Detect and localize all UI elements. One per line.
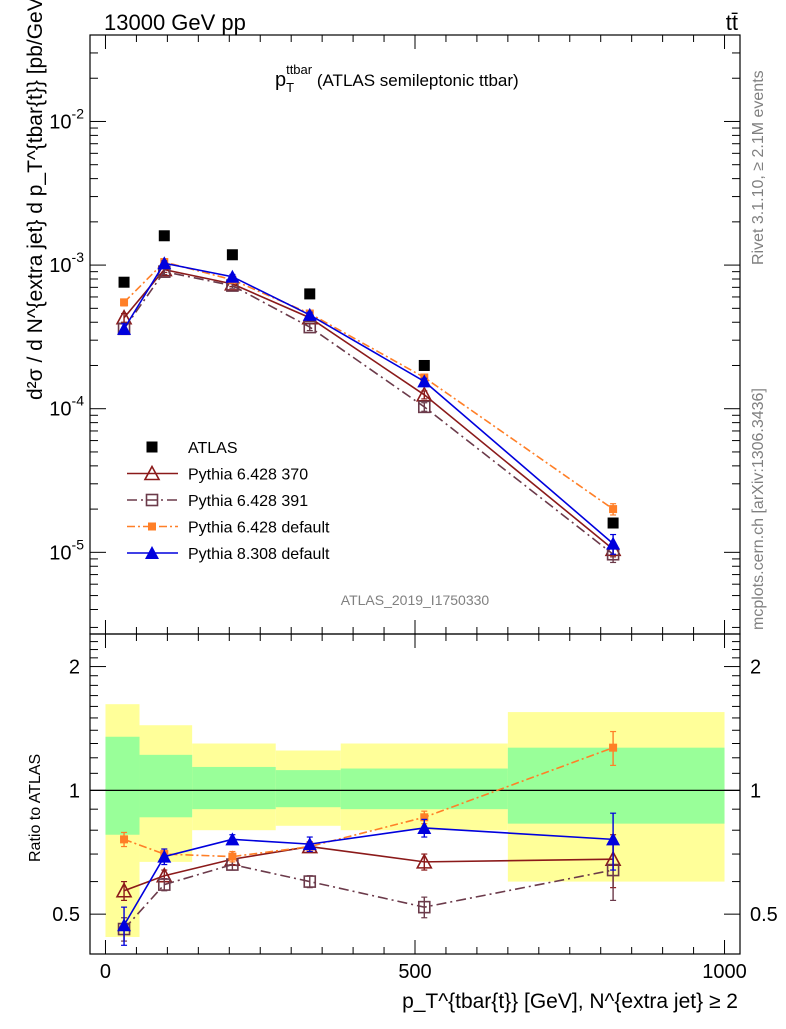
main-point-atlas (118, 276, 130, 288)
legend-label: Pythia 8.308 default (188, 546, 330, 563)
x-tick-label: 1000 (702, 961, 747, 983)
band-green-0 (105, 736, 140, 835)
legend-marker (145, 493, 159, 507)
main-point-atlas (607, 517, 619, 529)
main-point-pythia-6-428-391 (417, 400, 431, 414)
legend-entry-pythia-6-428-default: Pythia 6.428 default (127, 520, 330, 537)
main-point-pythia-8-308-default (117, 321, 132, 335)
main-line-pythia-6-428-391 (123, 270, 614, 555)
ratio-point-pythia-6-428-370 (415, 853, 433, 869)
ratio-line-pythia-8-308-default (123, 827, 614, 926)
ratio-point-pythia-8-308-default (117, 918, 132, 932)
main-series-pythia-8-308-default (117, 256, 621, 555)
main-point-pythia-8-308-default (157, 256, 172, 270)
main-series-pythia-6-428-391 (117, 265, 620, 564)
main-line-pythia-6-428-370 (123, 268, 614, 550)
ratio-point-pythia-6-428-391 (417, 900, 431, 914)
main-point-atlas (158, 230, 170, 242)
ratio-point-pythia-8-308-default (302, 837, 317, 851)
main-y-tick-label: 10-4 (49, 393, 84, 421)
plot-title-p: p (275, 69, 286, 91)
legend-entry-atlas: ATLAS (146, 440, 238, 457)
ratio-series-pythia-8-308-default (117, 812, 621, 946)
ratio-line-pythia-6-428-default (123, 746, 614, 858)
ratio-y-label: Ratio to ATLAS (27, 754, 44, 862)
legend-label: Pythia 6.428 370 (188, 467, 308, 484)
legend-label: Pythia 6.428 default (188, 520, 330, 537)
ratio-point-pythia-8-308-default (225, 832, 240, 846)
ratio-y-tick-label-right: 1 (750, 780, 761, 802)
band-green-4 (340, 768, 508, 810)
ratio-line-pythia-6-428-370 (123, 845, 614, 892)
ratio-point-pythia-6-428-370 (115, 882, 133, 898)
main-y-label: d²σ / d N^{extra jet} d p_T^{tbar{t}} [p… (24, 0, 47, 400)
ratio-point-pythia-6-428-default (228, 852, 237, 861)
ratio-point-pythia-8-308-default (417, 820, 432, 834)
analysis-id: ATLAS_2019_I1750330 (341, 592, 490, 608)
x-tick-label: 500 (398, 961, 431, 983)
main-point-pythia-6-428-default (120, 298, 129, 307)
main-y-tick-label: 10-3 (49, 249, 84, 277)
main-line-pythia-8-308-default (123, 262, 614, 545)
main-point-atlas (226, 249, 238, 261)
band-green-1 (139, 754, 193, 818)
main-point-pythia-6-428-391 (303, 320, 317, 334)
band-green-3 (275, 770, 341, 808)
rivet-label: Rivet 3.1.10, ≥ 2.1M events (750, 70, 767, 265)
ratio-point-pythia-6-428-391 (157, 878, 171, 891)
band-green-5 (507, 747, 725, 824)
x-tick-labels: 0 500 1000 (100, 961, 747, 983)
main-plot-frame (89, 34, 741, 635)
header-right: tt̄ (726, 10, 738, 35)
plot-title-sup: ttbar (286, 62, 313, 77)
legend-label: ATLAS (188, 440, 238, 457)
ratio-y-tick-label-right: 0.5 (750, 904, 778, 926)
plot-title-rest: (ATLAS semileptonic ttbar) (312, 71, 519, 90)
legend-marker (143, 464, 161, 481)
band-green-2 (192, 766, 276, 810)
main-series-atlas (118, 230, 619, 529)
ratio-y-tick-label: 0.5 (52, 904, 80, 926)
ratio-point-pythia-8-308-default (606, 832, 621, 846)
ratio-y-tick-label-right: 2 (750, 657, 761, 679)
ratio-point-pythia-6-428-default (120, 835, 129, 844)
ratio-point-pythia-6-428-default (609, 743, 618, 752)
legend-entry-pythia-6-428-391: Pythia 6.428 391 (127, 493, 308, 510)
data-series (115, 230, 622, 946)
ratio-line-pythia-6-428-391 (123, 863, 614, 930)
header-left: 13000 GeV pp (104, 10, 246, 35)
main-series-pythia-6-428-370 (115, 260, 622, 558)
ratio-uncertainty-bands (90, 704, 740, 937)
main-y-tick-label: 10-5 (49, 536, 84, 564)
ratio-point-pythia-6-428-391 (303, 875, 317, 888)
main-point-atlas (418, 359, 430, 371)
ratio-point-pythia-8-308-default (157, 849, 172, 863)
x-tick-label: 0 (100, 961, 111, 983)
main-point-pythia-8-308-default (417, 374, 432, 388)
main-point-atlas (304, 288, 316, 300)
main-point-pythia-8-308-default (606, 536, 621, 550)
legend-entry-pythia-6-428-370: Pythia 6.428 370 (127, 464, 308, 484)
main-y-tick-label: 10-2 (49, 105, 84, 133)
legend-entry-pythia-8-308-default: Pythia 8.308 default (127, 546, 330, 563)
legend-label: Pythia 6.428 391 (188, 493, 308, 510)
main-point-pythia-8-308-default (302, 307, 317, 321)
legend: ATLAS Pythia 6.428 370 Pythia 6.428 391 Pyt… (127, 440, 330, 563)
x-axis-label: p_T^{tbar{t}} [GeV], N^{extra jet} ≥ 2 (402, 990, 738, 1013)
ratio-y-tick-label: 1 (69, 780, 80, 802)
axes: 0 500 1000 10-5 10-4 10-3 10-2 0.5 0.5 1 1 2 2 (49, 34, 778, 983)
legend-marker (146, 441, 158, 453)
main-point-pythia-8-308-default (225, 269, 240, 283)
legend-marker (145, 546, 159, 559)
mcplots-label: mcplots.cern.ch [arXiv:1306.3436] (750, 388, 767, 630)
ratio-y-tick-label: 2 (69, 657, 80, 679)
legend-marker (148, 522, 156, 531)
plot-title: pTttbar (ATLAS semileptonic ttbar) (275, 62, 519, 95)
ratio-point-pythia-6-428-default (420, 813, 429, 822)
plot-title-sub: T (286, 80, 294, 95)
main-point-pythia-6-428-default (609, 505, 618, 514)
